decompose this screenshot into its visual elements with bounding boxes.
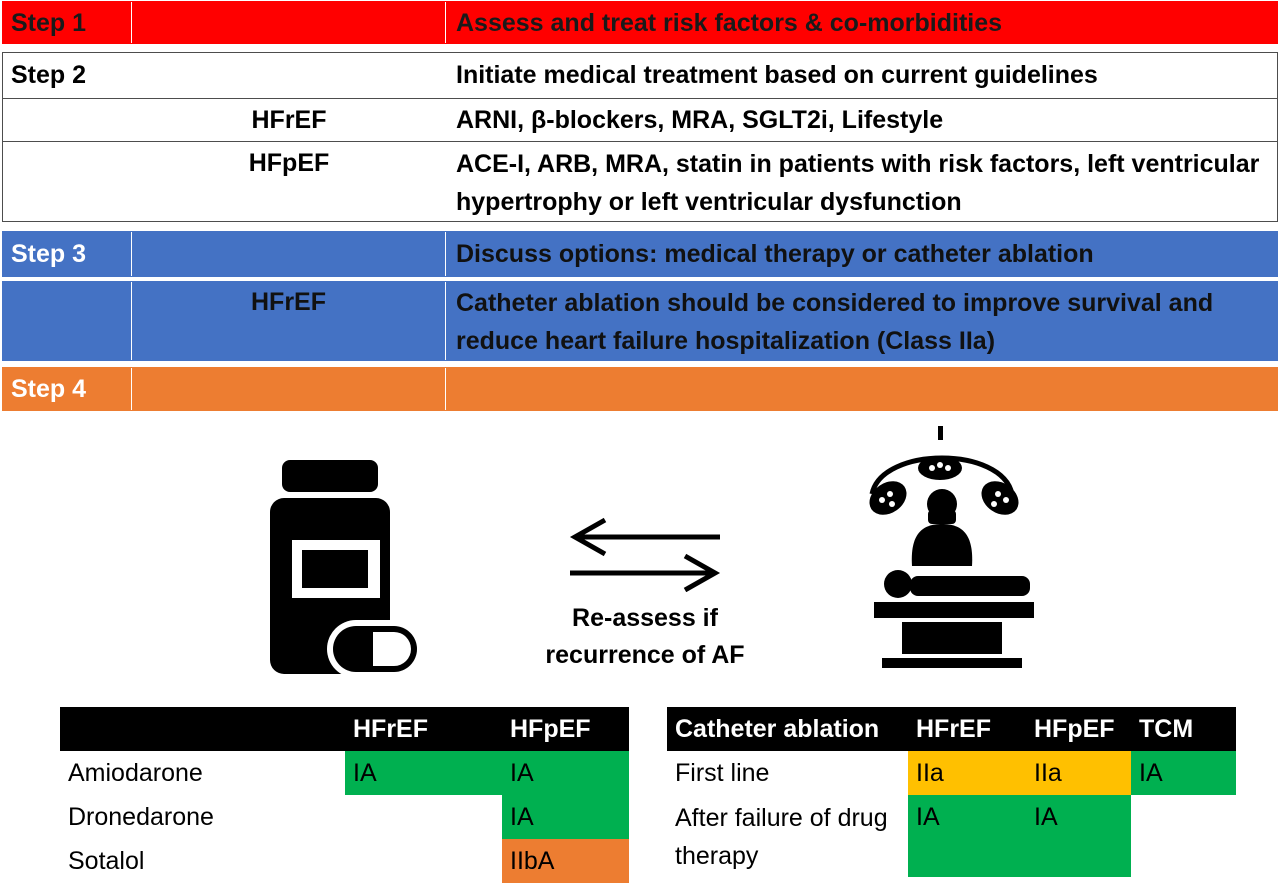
ablation-header-hfpef: HFpEF — [1034, 715, 1115, 743]
ablation-hfpef: IA — [1026, 795, 1131, 877]
drug-name: Sotalol — [68, 847, 145, 875]
ablation-tcm: IA — [1131, 751, 1236, 795]
step4-text — [446, 368, 1277, 410]
drug-hfref: IA — [345, 751, 502, 795]
drug-header-hfpef: HFpEF — [510, 715, 591, 743]
step1-sub — [132, 2, 446, 43]
step4-row: Step 4 — [2, 367, 1278, 411]
table-row: Sotalol IIbA — [60, 839, 629, 883]
ablation-name: First line — [675, 759, 770, 787]
drug-hfpef: IA — [502, 751, 629, 795]
table-row: First line IIa IIa IA — [667, 751, 1236, 795]
swap-arrows-icon — [565, 517, 725, 593]
drug-table-header: HFrEF HFpEF — [60, 707, 629, 751]
step3-hfref-text: Catheter ablation should be considered t… — [456, 289, 1214, 355]
medicine-bottle-icon — [265, 460, 425, 680]
step1-row: Step 1 Assess and treat risk factors & c… — [2, 1, 1278, 44]
drug-name: Dronedarone — [68, 803, 214, 831]
surgery-table-icon — [862, 426, 1042, 678]
step3-label: Step 3 — [3, 232, 132, 276]
drug-hfref — [345, 839, 502, 883]
drug-hfpef: IA — [502, 795, 629, 839]
step3-text: Discuss options: medical therapy or cath… — [456, 240, 1094, 268]
ablation-header-hfref: HFrEF — [916, 715, 991, 743]
ablation-hfpef: IIa — [1026, 751, 1131, 795]
ablation-hfref: IIa — [908, 751, 1026, 795]
drug-header-hfref: HFrEF — [353, 715, 428, 743]
step3-hfref-sub: HFrEF — [132, 282, 446, 360]
ablation-header-tcm: TCM — [1139, 715, 1194, 743]
drug-table: HFrEF HFpEF Amiodarone IA IA Dronedarone… — [60, 707, 629, 883]
step2-hfref-sub: HFrEF — [251, 106, 327, 134]
table-row: Amiodarone IA IA — [60, 751, 629, 795]
table-row: After failure of drug therapy IA IA — [667, 795, 1236, 877]
step1-text: Assess and treat risk factors & co-morbi… — [456, 9, 1003, 37]
step2-hfpef-row: HFpEF ACE-I, ARB, MRA, statin in patient… — [2, 142, 1278, 222]
step2-hfref-row: HFrEF ARNI, β-blockers, MRA, SGLT2i, Lif… — [2, 98, 1278, 142]
ablation-tcm — [1131, 795, 1236, 877]
drug-hfpef: IIbA — [502, 839, 629, 883]
table-row: Dronedarone IA — [60, 795, 629, 839]
drug-name: Amiodarone — [68, 759, 203, 787]
drug-hfref — [345, 795, 502, 839]
ablation-header-name: Catheter ablation — [675, 715, 880, 743]
step3-row: Step 3 Discuss options: medical therapy … — [2, 231, 1278, 277]
ablation-name: After failure of drug therapy — [675, 804, 888, 870]
reassess-text: Re-assess if recurrence of AF — [545, 604, 745, 669]
ablation-hfref: IA — [908, 795, 1026, 877]
step2-sub — [132, 53, 446, 98]
step1-label: Step 1 — [3, 2, 132, 43]
step2-hfref-text: ARNI, β-blockers, MRA, SGLT2i, Lifestyle — [456, 106, 944, 134]
step3-sub — [132, 232, 446, 276]
step3-hfref-row: HFrEF Catheter ablation should be consid… — [2, 281, 1278, 361]
step2-label: Step 2 — [11, 61, 87, 89]
ablation-table: Catheter ablation HFrEF HFpEF TCM First … — [667, 707, 1236, 877]
drug-header-name — [60, 707, 345, 751]
step2-hfpef-text: ACE-I, ARB, MRA, statin in patients with… — [456, 150, 1260, 216]
step2-row: Step 2 Initiate medical treatment based … — [2, 52, 1278, 98]
step4-sub — [132, 368, 446, 410]
step2-hfpef-sub: HFpEF — [248, 149, 330, 177]
step4-label: Step 4 — [3, 368, 132, 410]
ablation-table-header: Catheter ablation HFrEF HFpEF TCM — [667, 707, 1236, 751]
step2-text: Initiate medical treatment based on curr… — [456, 61, 1098, 89]
